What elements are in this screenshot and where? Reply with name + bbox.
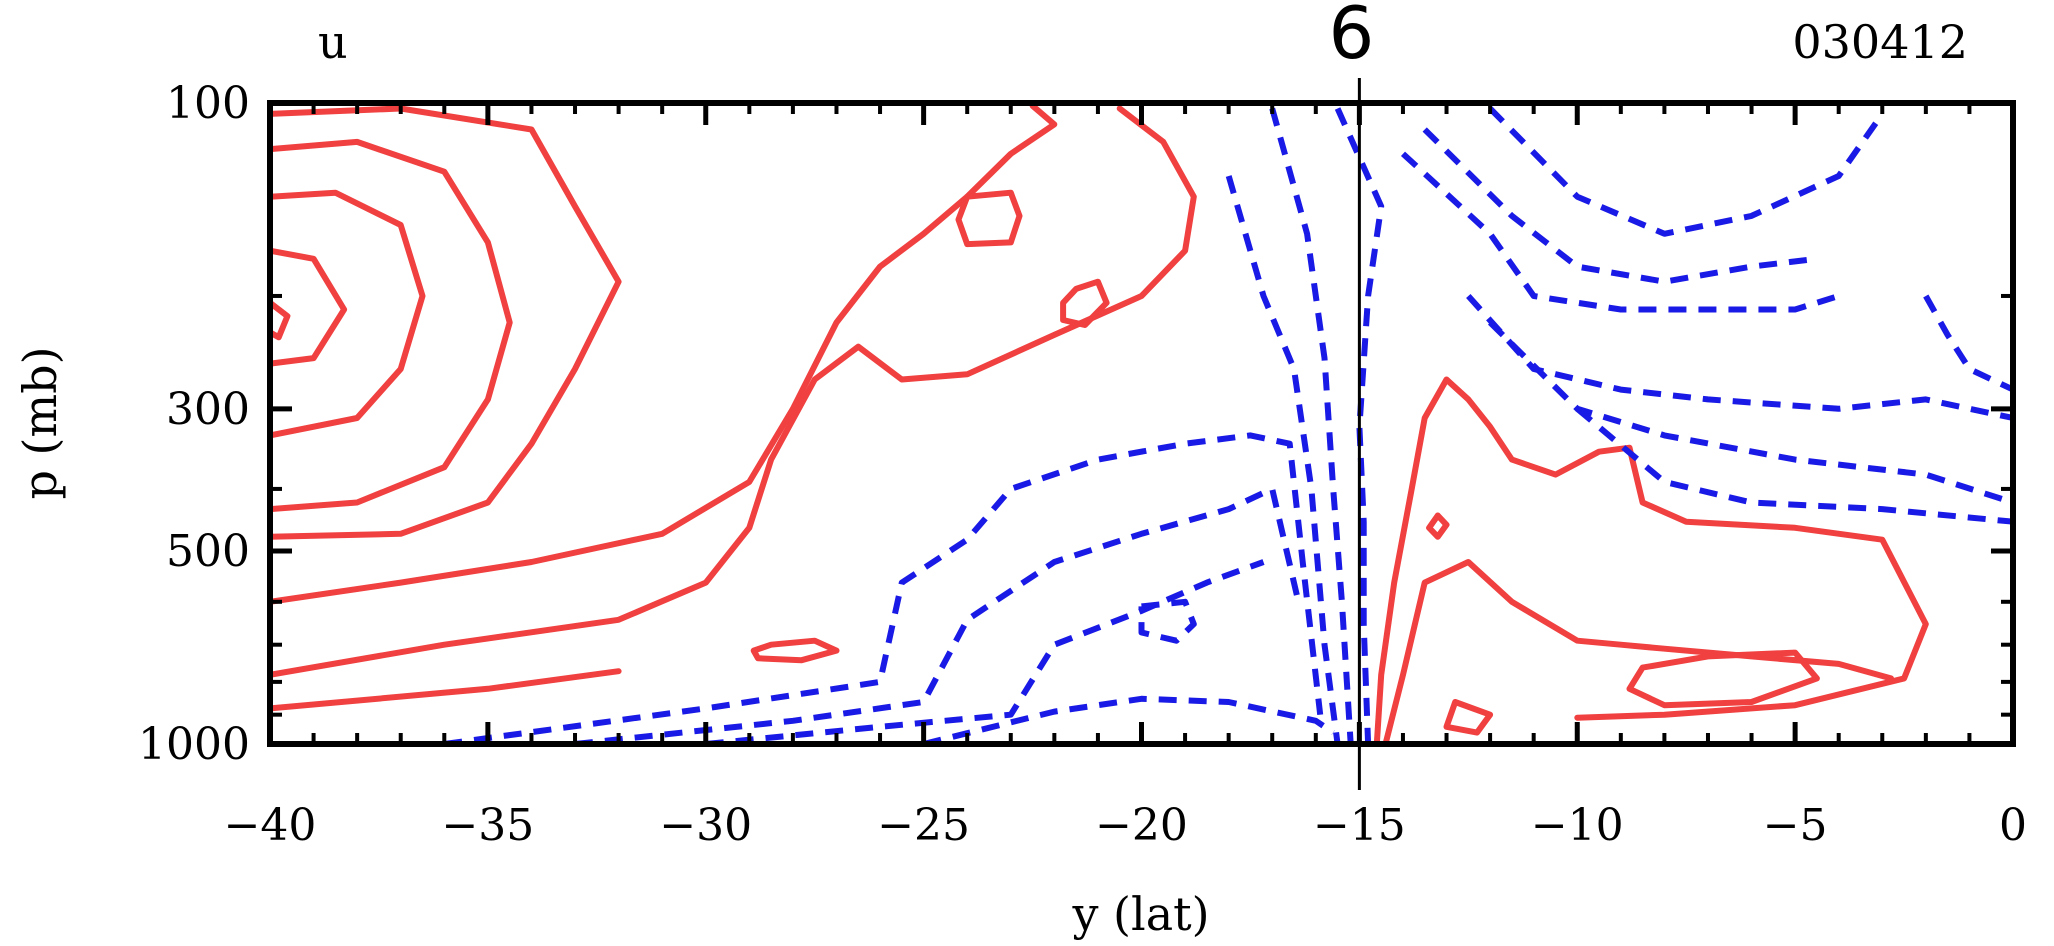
negative-contour-1 — [1269, 107, 1354, 744]
contour-layer — [270, 103, 2013, 744]
x-axis-title: y (lat) — [1071, 887, 1209, 941]
positive-contour-1 — [270, 138, 513, 513]
y-tick-label: 500 — [166, 526, 250, 577]
negative-contour-9 — [1422, 127, 1818, 285]
x-tick-label: −40 — [224, 800, 317, 851]
negative-contour-3 — [922, 695, 1335, 744]
positive-contour-6 — [270, 105, 1197, 678]
negative-contour-14 — [1923, 294, 2013, 393]
y-tick-label: 1000 — [138, 719, 250, 770]
negative-contour-0 — [1334, 107, 1385, 744]
negative-contour-10 — [1487, 106, 1885, 237]
negative-contour-5 — [574, 485, 1302, 744]
negative-contour-6 — [705, 559, 1265, 744]
positive-contour-11 — [1373, 376, 1929, 744]
date-label: 030412 — [1792, 15, 1968, 69]
y-tick-label: 100 — [166, 78, 250, 129]
marker-layer: 6 — [1328, 0, 1374, 790]
positive-contour-4 — [270, 299, 291, 341]
negative-contour-2 — [1225, 175, 1341, 744]
positive-contour-7 — [270, 668, 622, 712]
positive-contour-13 — [1443, 699, 1494, 736]
negative-contour-8 — [1400, 151, 1840, 313]
x-tick-label: −30 — [659, 800, 752, 851]
x-tick-label: −35 — [441, 800, 534, 851]
x-tick-label: −20 — [1095, 800, 1188, 851]
negative-contour-4 — [443, 432, 1324, 744]
x-tick-label: −15 — [1313, 800, 1406, 851]
x-tick-label: −5 — [1763, 800, 1828, 851]
positive-contour-2 — [270, 189, 426, 439]
positive-contour-10 — [750, 637, 840, 664]
y-axis-title: p (mb) — [13, 346, 67, 499]
positive-contour-12 — [1382, 559, 1894, 744]
negative-contour-12 — [1487, 320, 2013, 506]
x-tick-label: −10 — [1531, 800, 1624, 851]
positive-contour-8 — [955, 189, 1023, 248]
negative-contour-7 — [1138, 598, 1197, 644]
x-tick-label: −25 — [877, 800, 970, 851]
x-tick-label: 0 — [1999, 800, 2027, 851]
plot-frame — [267, 100, 2016, 747]
y-tick-label: 300 — [166, 384, 250, 435]
negative-contour-13 — [1575, 406, 2013, 525]
variable-label: u — [318, 15, 348, 69]
positive-contour-3 — [270, 247, 348, 367]
positive-contour-15 — [1626, 649, 1820, 709]
positive-contour-14 — [1426, 512, 1450, 540]
positive-contour-9 — [1060, 278, 1110, 328]
negative-contour-11 — [1466, 293, 2013, 421]
marker-number-label: 6 — [1328, 0, 1374, 75]
positive-contour-0 — [270, 105, 622, 540]
positive-contour-5 — [270, 103, 1058, 605]
